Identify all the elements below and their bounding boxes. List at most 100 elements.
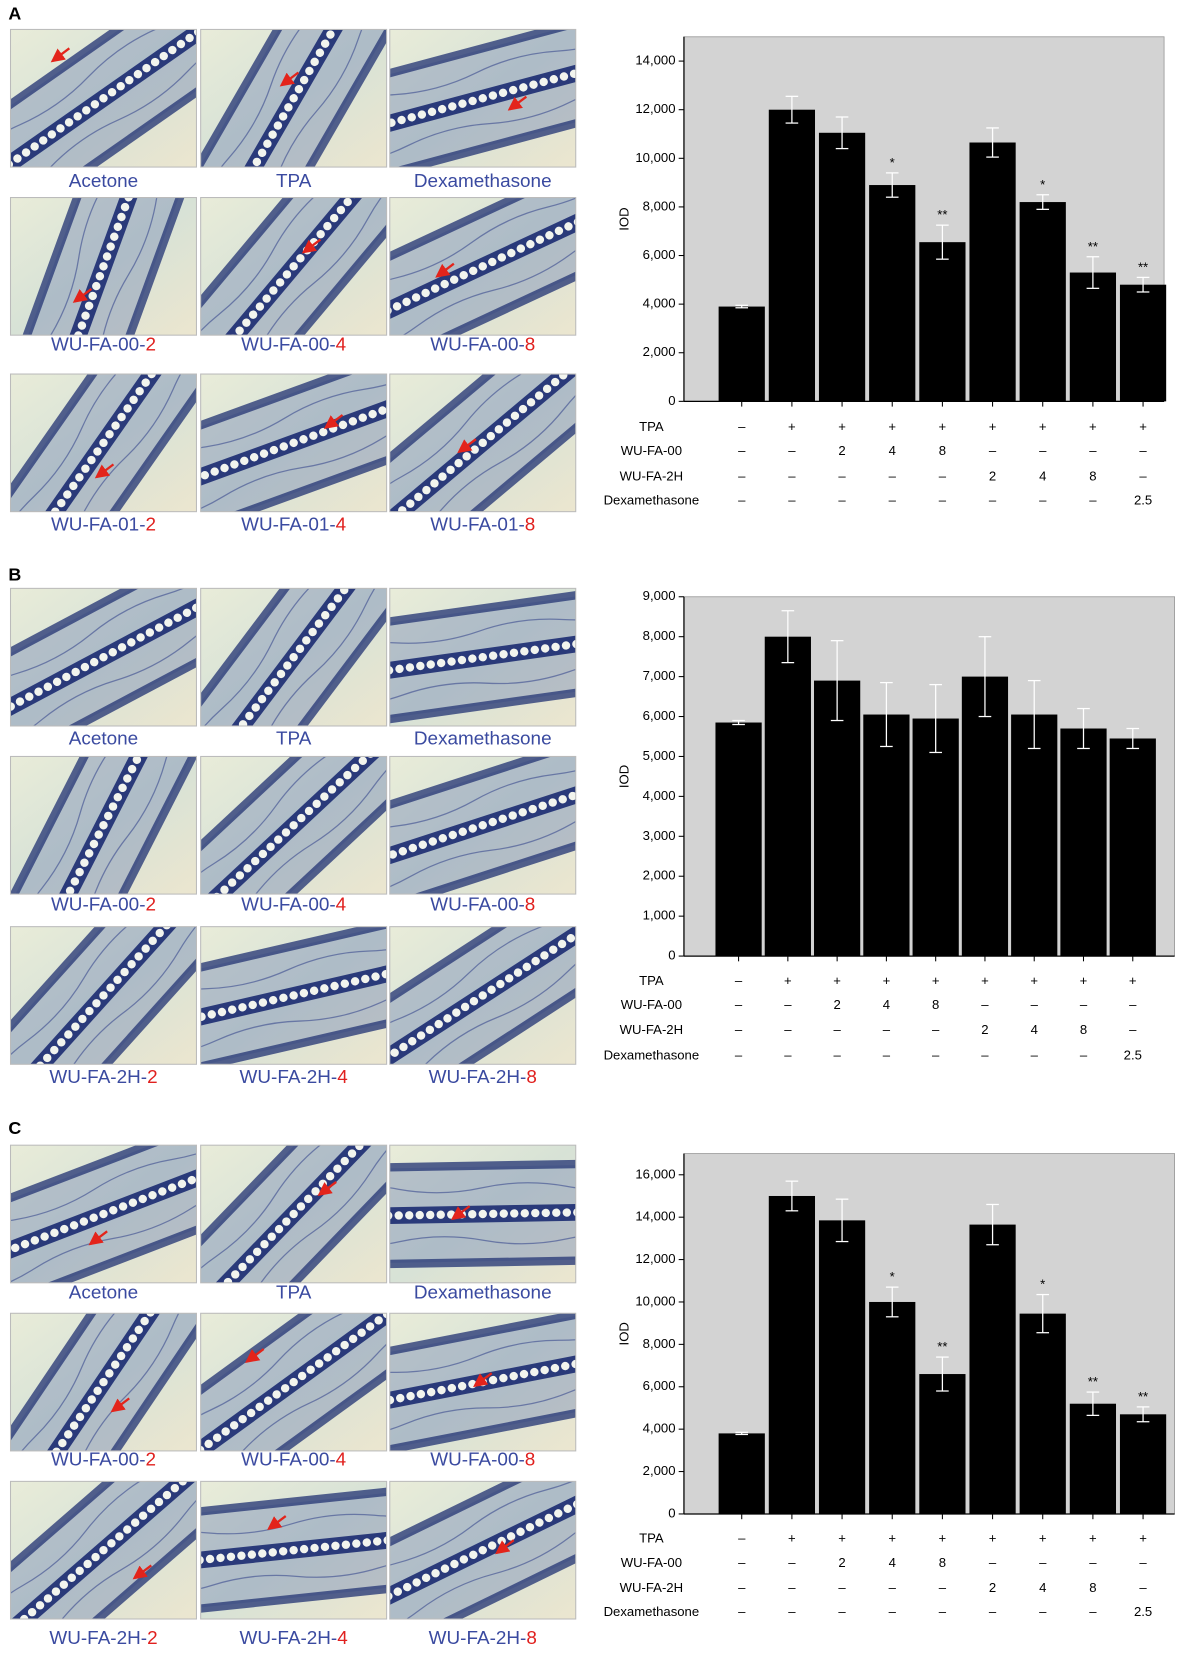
- tissue: [389, 588, 576, 726]
- significance: *: [890, 155, 895, 170]
- caption-dose: 4: [336, 1449, 347, 1470]
- caption-dose: 8: [525, 335, 536, 356]
- caption-name: WU-FA-00-: [51, 335, 146, 356]
- caption-name: TPA: [276, 1282, 312, 1303]
- treatment-cell: –: [735, 1022, 743, 1037]
- treatment-cell: 2.5: [1134, 493, 1152, 508]
- chondrocytes: [389, 1481, 576, 1620]
- tissue-fibers: [200, 1313, 387, 1451]
- tissue: [389, 926, 576, 1065]
- treatment-cell: –: [1089, 493, 1097, 508]
- micrograph: [10, 29, 197, 168]
- micrograph-frame: [200, 1312, 388, 1452]
- treatment-cell: –: [883, 1047, 891, 1062]
- micrograph-frame: [389, 1144, 577, 1284]
- caption-dose: 8: [526, 1067, 537, 1088]
- treatment-cell: –: [932, 1022, 940, 1037]
- chondrocytes: [10, 29, 197, 168]
- chondrocytes: [200, 1145, 387, 1283]
- treatment-name: WU-FA-00: [621, 443, 682, 458]
- treatment-cell: –: [784, 1047, 792, 1062]
- epidermis: [10, 1145, 197, 1234]
- tissue-fibers: [200, 1145, 387, 1283]
- bar: [818, 1220, 866, 1514]
- micrograph-frame: [389, 587, 577, 727]
- image-caption: TPA: [276, 729, 312, 750]
- tissue-fibers: [10, 29, 197, 168]
- chondrocytes: [41, 197, 166, 336]
- treatment-cell: 2: [989, 468, 996, 483]
- treatment-cell: –: [1139, 1580, 1147, 1595]
- caption-dose: 2: [147, 1067, 158, 1088]
- chondrocytes: [200, 1313, 387, 1451]
- epidermis: [66, 756, 197, 895]
- treatment-cell: –: [788, 493, 796, 508]
- caption-name: WU-FA-00-: [430, 1449, 525, 1470]
- bar: [863, 714, 910, 957]
- error-bar: [835, 116, 849, 150]
- image-caption: WU-FA-00-8: [430, 1449, 535, 1470]
- error-bar: [885, 1286, 899, 1318]
- y-tick-label: 8,000: [643, 1336, 676, 1351]
- y-tick-label: 4,000: [643, 296, 676, 311]
- caption-name: Dexamethasone: [414, 1282, 552, 1303]
- tissue: [10, 29, 197, 168]
- chondrocytes: [22, 756, 185, 895]
- epidermis: [200, 374, 387, 459]
- error-bar: [978, 636, 992, 718]
- y-tick-label: 5,000: [643, 748, 676, 763]
- red-arrow: [50, 47, 71, 63]
- epidermis: [389, 940, 576, 1065]
- bar: [718, 1433, 765, 1514]
- treatment-cell: –: [939, 468, 947, 483]
- treatment-cell: –: [735, 997, 743, 1012]
- epidermis: [389, 588, 576, 637]
- caption-dose: 8: [525, 514, 536, 535]
- y-tick-label: 6,000: [643, 247, 676, 262]
- treatment-cell: –: [889, 468, 897, 483]
- bar: [912, 718, 959, 957]
- bar: [1119, 284, 1167, 402]
- treatment-cell: –: [1139, 1555, 1147, 1570]
- y-axis-label: IOD: [617, 1322, 632, 1345]
- bar: [768, 1195, 816, 1514]
- red-arrow: [245, 1348, 265, 1363]
- epidermis: [200, 1576, 387, 1620]
- tissue-fibers: [200, 588, 387, 726]
- image-caption: WU-FA-2H-2: [49, 1067, 157, 1088]
- image-caption: WU-FA-00-4: [241, 1449, 346, 1470]
- image-caption: WU-FA-01-8: [430, 514, 535, 535]
- y-tick-label: 4,000: [643, 788, 676, 803]
- caption-dose: 4: [336, 895, 347, 916]
- bar: [1019, 202, 1066, 402]
- error-bar: [785, 95, 799, 124]
- micrograph-frame: [9, 1480, 197, 1620]
- treatment-cell: –: [939, 1604, 947, 1619]
- treatment-cell: –: [939, 1580, 947, 1595]
- chondrocytes: [389, 197, 576, 336]
- tissue: [10, 1481, 197, 1620]
- micrograph: [389, 588, 576, 726]
- error-bar: [880, 681, 893, 748]
- error-bar: [1027, 679, 1041, 750]
- epidermis: [200, 756, 387, 895]
- micrograph: [389, 29, 576, 168]
- treatment-name: WU-FA-2H: [620, 1022, 683, 1037]
- epidermis: [200, 588, 360, 726]
- treatment-cell: –: [784, 997, 792, 1012]
- micrograph-frame: [389, 197, 577, 336]
- error-bar: [1036, 1293, 1050, 1334]
- image-caption: WU-FA-01-2: [51, 514, 156, 535]
- treatment-name: WU-FA-00: [621, 1555, 682, 1570]
- caption-name: WU-FA-00-: [430, 335, 525, 356]
- epidermis: [200, 1145, 379, 1283]
- image-caption: WU-FA-01-4: [241, 514, 346, 535]
- treatment-cell: +: [1080, 973, 1088, 988]
- treatment-cell: +: [1089, 419, 1097, 434]
- red-arrow: [323, 414, 344, 430]
- micrograph-frame: [9, 197, 197, 336]
- bar: [715, 722, 762, 957]
- micrograph: [389, 756, 576, 895]
- caption-name: Dexamethasone: [414, 729, 552, 750]
